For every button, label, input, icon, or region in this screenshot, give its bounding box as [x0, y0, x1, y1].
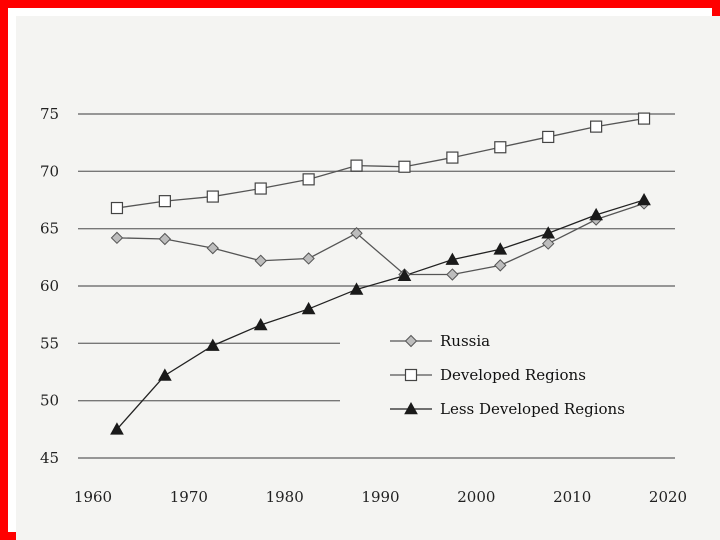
less-developed-regions-point [445, 252, 460, 265]
y-tick-label: 70 [40, 162, 59, 180]
x-axis-tick-labels: 1960 1970 1980 1990 2000 2010 2020 [74, 488, 687, 506]
less-developed-regions-point [637, 192, 651, 206]
x-tick-label: 1980 [266, 488, 304, 506]
x-tick-label: 2000 [457, 488, 495, 506]
developed-regions-point [206, 190, 219, 203]
legend-marker-russia [404, 334, 418, 348]
less-developed-regions-point [349, 282, 364, 295]
developed-regions-point [637, 112, 651, 125]
russia-point [542, 237, 555, 250]
russia-point [494, 259, 507, 272]
y-tick-label: 60 [40, 277, 59, 295]
russia-point [206, 241, 219, 255]
less-developed-regions-point [397, 268, 412, 281]
x-tick-label: 1960 [74, 488, 112, 506]
y-axis-tick-labels: 45 50 55 60 65 70 75 [40, 105, 59, 467]
developed-regions-point [398, 160, 411, 173]
developed-regions-point [302, 173, 315, 186]
russia-point [158, 232, 172, 246]
developed-regions-point [542, 130, 555, 144]
developed-regions-point [110, 201, 124, 215]
legend: Russia Developed Regions Less Developed Re… [390, 332, 625, 418]
less-developed-regions-point [110, 422, 124, 435]
developed-regions-point [590, 120, 603, 133]
developed-regions-point [494, 141, 507, 154]
y-tick-label: 50 [40, 392, 59, 410]
russia-point [302, 252, 315, 265]
y-tick-label: 45 [40, 449, 59, 467]
legend-label-less-developed-regions: Less Developed Regions [440, 400, 625, 418]
series-markers [110, 112, 651, 435]
y-tick-label: 75 [40, 105, 59, 123]
developed-regions-point [446, 151, 459, 164]
x-tick-label: 1970 [170, 488, 208, 506]
legend-label-russia: Russia [440, 332, 490, 350]
less-developed-regions-point [493, 242, 508, 255]
russia-point [446, 268, 459, 281]
developed-regions-point [158, 195, 171, 208]
x-tick-label: 2010 [553, 488, 591, 506]
less-developed-regions-point [253, 317, 268, 331]
scanned-page [16, 16, 720, 540]
less-developed-regions-point [589, 207, 603, 221]
less-developed-regions-point [205, 338, 220, 351]
less-developed-regions-point [158, 368, 172, 381]
less-developed-regions-line [116, 199, 645, 430]
russia-point [110, 231, 124, 245]
less-developed-regions-point [301, 301, 316, 315]
x-tick-label: 1990 [361, 488, 399, 506]
developed-regions-line [116, 117, 645, 209]
russia-line [116, 202, 645, 276]
y-tick-label: 55 [40, 334, 59, 352]
legend-marker-developed-regions [404, 368, 418, 382]
russia-point [350, 227, 363, 240]
legend-marker-less-developed-regions [404, 401, 418, 415]
legend-label-developed-regions: Developed Regions [440, 366, 586, 384]
x-tick-label: 2020 [649, 488, 687, 506]
developed-regions-point [254, 182, 267, 195]
series-lines [116, 117, 645, 430]
y-tick-label: 65 [40, 220, 59, 238]
less-developed-regions-point [541, 226, 556, 239]
russia-point [254, 254, 267, 267]
gridlines [78, 113, 675, 459]
developed-regions-point [350, 159, 363, 172]
